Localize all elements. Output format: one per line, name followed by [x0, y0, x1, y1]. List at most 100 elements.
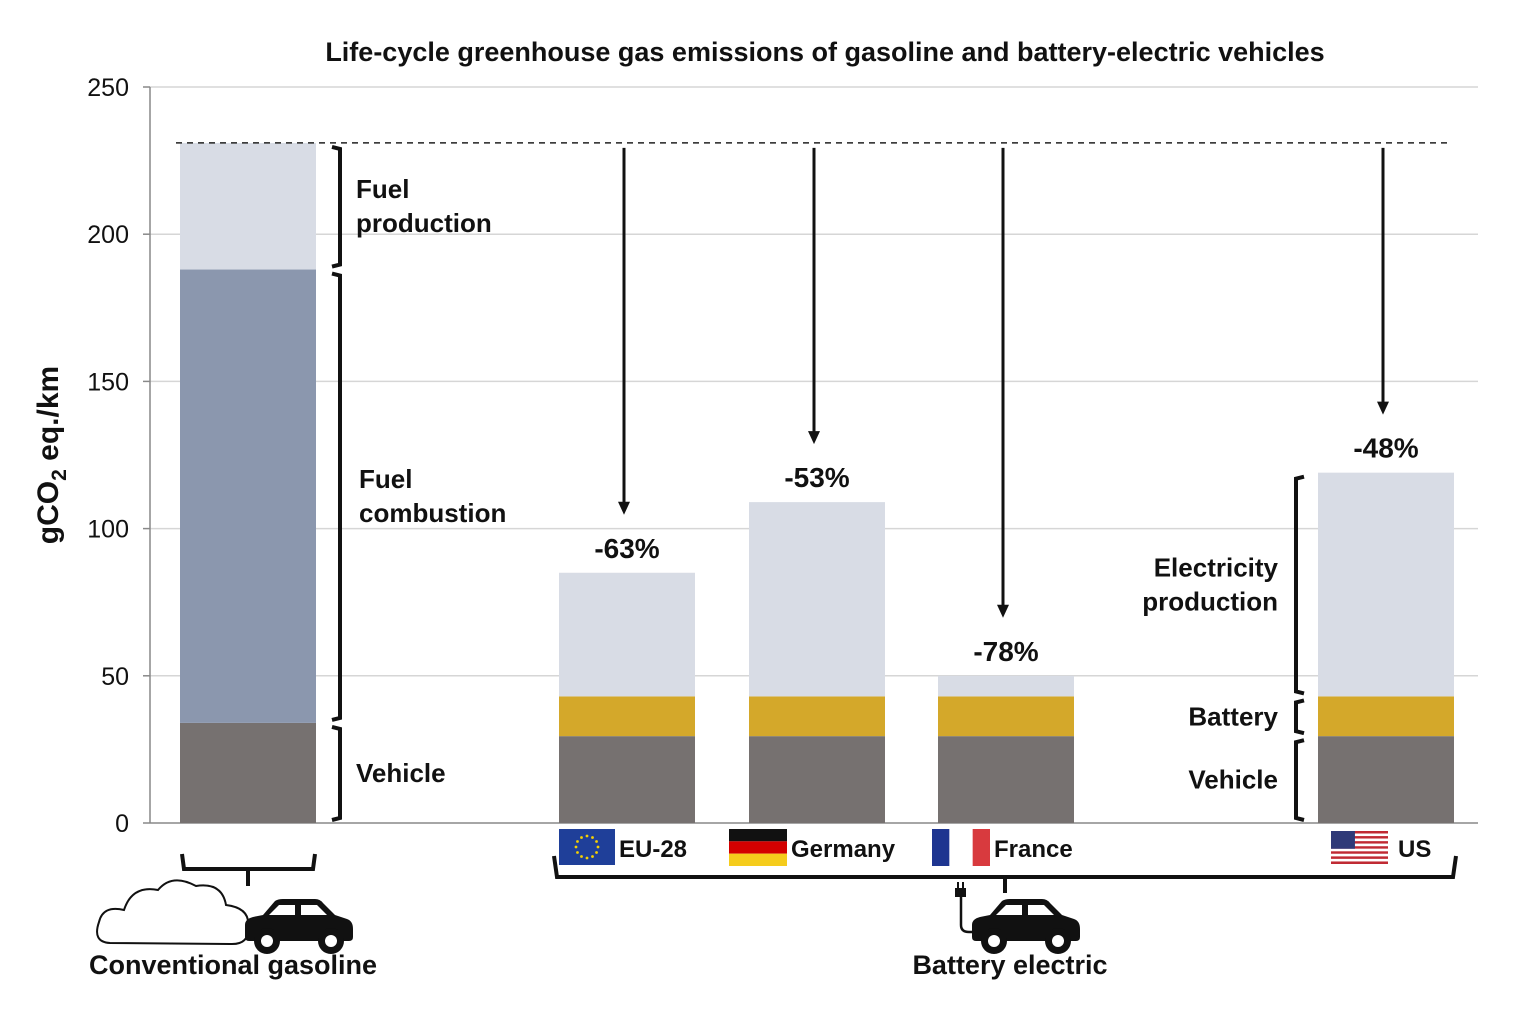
bar-segment-electricity-production — [749, 502, 885, 697]
car-window — [1028, 905, 1054, 915]
y-tick-label: 250 — [87, 74, 129, 102]
flag-stripe — [1331, 843, 1388, 847]
car-hub — [325, 935, 337, 947]
y-tick-label: 0 — [115, 810, 129, 838]
flag-star — [595, 840, 598, 843]
bar-segment-vehicle — [938, 736, 1074, 823]
flag-star — [580, 855, 583, 858]
arrow-head — [1377, 401, 1389, 415]
car-hub — [988, 935, 1000, 947]
flag-canton — [1331, 831, 1355, 849]
bar-segment-fuel-combustion — [180, 269, 316, 723]
reduction-label: -78% — [973, 636, 1038, 667]
flag-star — [595, 851, 598, 854]
flag-stripe — [1331, 856, 1388, 859]
icons — [96, 879, 1080, 954]
bars — [180, 142, 1454, 823]
flag-stripe — [1331, 853, 1388, 857]
arrow-head — [808, 431, 820, 445]
flag-star — [596, 845, 600, 849]
category-labels: EU-28 Germany France US Conventional gasolin… — [89, 829, 1431, 980]
flag-eu-icon — [559, 829, 615, 865]
segment-label: Battery — [1188, 701, 1278, 731]
group-label-gasoline: Conventional gasoline — [89, 950, 377, 980]
plug-icon — [955, 882, 978, 934]
bar-segment-battery — [559, 696, 695, 737]
flag-stripe — [972, 829, 990, 866]
bar-segment-vehicle — [749, 736, 885, 823]
bar-segment-battery — [1318, 696, 1454, 737]
arrow-head — [997, 604, 1009, 618]
flag-stripe — [729, 853, 787, 866]
segment-label: Vehicle — [1188, 765, 1278, 795]
car-hub — [261, 935, 273, 947]
cloud-icon — [96, 879, 250, 946]
category-label: Germany — [791, 836, 896, 863]
flag-stripe — [1331, 836, 1388, 839]
brace-fuel-production — [331, 144, 342, 269]
bar-segment-vehicle — [1318, 736, 1454, 823]
bar-segment-battery — [749, 696, 885, 737]
segment-label: Electricity — [1154, 553, 1279, 583]
flag-star — [585, 834, 589, 838]
flag-stripe — [1331, 861, 1388, 864]
brace-ev-vehicle — [1294, 738, 1305, 822]
flag-star — [591, 855, 594, 858]
flag-stripe — [1331, 838, 1388, 842]
y-tick-label: 200 — [87, 221, 129, 249]
flag-star — [585, 856, 589, 860]
car-icon — [245, 899, 353, 954]
chart-title: Life-cycle greenhouse gas emissions of g… — [325, 37, 1324, 67]
plug-head — [955, 888, 966, 897]
segment-label: production — [1142, 587, 1278, 617]
reduction-label: -63% — [594, 533, 659, 564]
flag-stripe — [1331, 831, 1388, 834]
bar-segment-electricity-production — [938, 675, 1074, 697]
car-window — [269, 905, 295, 915]
group-label-electric: Battery electric — [912, 950, 1107, 980]
brace-fuel-combustion — [331, 271, 342, 722]
flag-stripe — [951, 829, 971, 866]
reduction-label: -48% — [1353, 433, 1418, 464]
plug-cord — [959, 897, 978, 934]
brace-electricity-production — [1294, 474, 1305, 696]
brace-battery — [1294, 698, 1305, 736]
flag-star — [576, 840, 579, 843]
flag-stripe — [1331, 848, 1388, 852]
brace-vehicle — [331, 724, 342, 822]
car-window — [301, 905, 327, 915]
segment-label: combustion — [359, 498, 506, 528]
flag-stripe — [729, 841, 787, 854]
category-label: EU-28 — [619, 836, 687, 863]
segment-label: Fuel — [356, 174, 409, 204]
flag-stripe — [932, 829, 950, 866]
flag-fr-icon — [932, 829, 990, 866]
flag-stripe — [1331, 833, 1388, 837]
flag-stripe — [1331, 846, 1388, 849]
category-label: US — [1398, 836, 1431, 863]
y-tick-label: 50 — [101, 663, 129, 691]
car-icon — [972, 899, 1080, 954]
category-label: France — [994, 836, 1073, 863]
bar-segment-vehicle — [180, 722, 316, 823]
axes: 0 50 100 150 200 250 — [87, 74, 1478, 838]
flag-stripe — [1331, 858, 1388, 862]
flag-star — [580, 836, 583, 839]
annotations: -63% -53% -78% -48% Fuel production Fuel combus… — [176, 142, 1458, 893]
y-axis-label: gCO2 eq./km — [32, 366, 71, 544]
bar-segment-vehicle — [559, 736, 695, 823]
arrow-head — [618, 501, 630, 515]
segment-label: production — [356, 208, 492, 238]
segment-label: Fuel — [359, 464, 412, 494]
bar-segment-fuel-production — [180, 142, 316, 270]
flag-us-icon — [1331, 831, 1388, 864]
segment-label: Vehicle — [356, 758, 446, 788]
flag-stripe — [729, 829, 787, 842]
bar-segment-electricity-production — [559, 572, 695, 697]
brace-gasoline-group — [180, 853, 317, 871]
flag-star — [591, 836, 594, 839]
car-window — [996, 905, 1022, 915]
flag-stripe — [1331, 841, 1388, 844]
y-tick-label: 150 — [87, 368, 129, 396]
